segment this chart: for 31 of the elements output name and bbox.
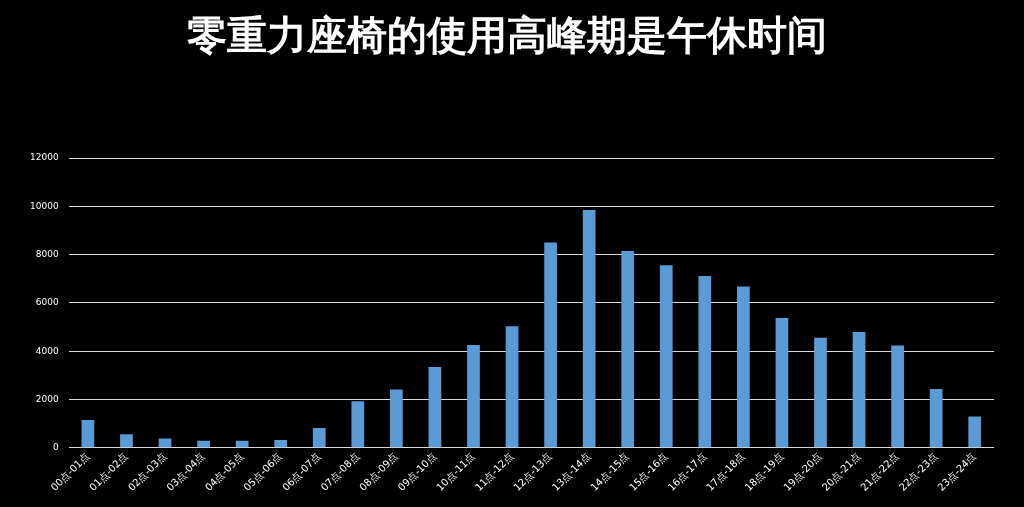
bar [312,428,326,448]
y-tick-label: 4000 [35,345,59,356]
bar [814,337,827,448]
y-tick-label: 2000 [35,393,59,404]
bar [274,440,288,448]
y-tick-label: 0 [52,442,59,453]
bar [698,276,712,448]
bar [582,209,596,448]
bar [428,366,442,448]
chart-title: 零重力座椅的使用高峰期是午休时间 [187,12,827,59]
y-tick-label: 6000 [35,297,59,308]
bar [852,331,866,448]
y-tick-label: 8000 [35,248,59,259]
bar [737,286,750,448]
bar [659,265,673,448]
bar [81,420,95,448]
bar [929,388,943,448]
bar [158,438,172,448]
bar [621,250,635,448]
bar [505,326,519,448]
bar [467,344,480,448]
bar [351,401,365,448]
bar [968,416,982,448]
bar [544,242,557,448]
bar [197,440,210,448]
bar [120,434,133,448]
bar [891,345,904,448]
bar [775,317,789,448]
y-tick-label: 10000 [29,200,59,211]
bar [390,389,403,448]
y-tick-label: 12000 [29,152,59,163]
